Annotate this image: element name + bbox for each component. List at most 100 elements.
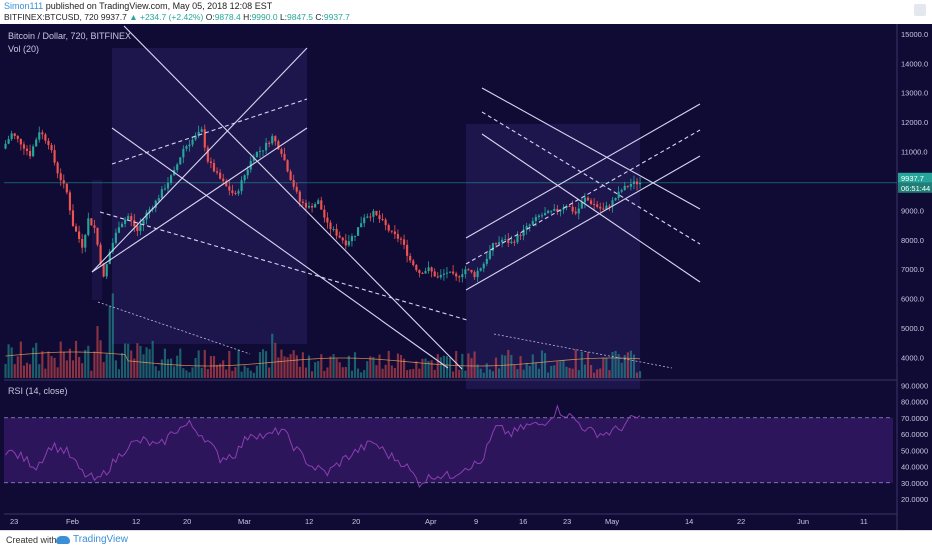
chart-area[interactable]: 15000.014000.013000.012000.011000.010000…: [0, 24, 932, 530]
rsi-tick-label: 70.0000: [901, 414, 928, 423]
tradingview-logo[interactable]: TradingView: [56, 534, 128, 545]
candle-body: [127, 216, 130, 220]
candle-body: [22, 144, 25, 149]
volume-bar: [399, 355, 403, 378]
candle-body: [209, 161, 212, 164]
volume-bar: [78, 356, 81, 378]
candle-body: [311, 205, 314, 208]
channel-down-2-upper: [481, 87, 701, 210]
candle-body: [304, 202, 308, 208]
candle-body: [120, 223, 124, 228]
volume-bar: [197, 350, 200, 378]
price-tick-label: 15000.0: [901, 30, 928, 39]
candle-body: [258, 150, 262, 152]
last-price-text: 9937.7: [100, 12, 127, 22]
candle-body: [240, 180, 243, 192]
band-feb-mar: [112, 48, 307, 344]
last-price-tag: [898, 172, 932, 183]
volume-bar: [384, 364, 387, 378]
candle-body: [271, 136, 274, 144]
volume-bar: [323, 370, 326, 378]
volume-bar: [59, 341, 62, 378]
time-tick-label: Mar: [238, 517, 251, 526]
volume-bar: [602, 357, 605, 378]
candle-body: [461, 274, 464, 278]
candle-body: [599, 206, 602, 209]
candle-body: [366, 216, 369, 218]
candle-body: [467, 269, 470, 271]
candle-body: [580, 202, 583, 209]
candle-body: [142, 219, 145, 225]
chart-svg[interactable]: 15000.014000.013000.012000.011000.010000…: [0, 24, 932, 530]
volume-bar: [179, 348, 182, 378]
volume-bar: [479, 368, 482, 378]
candle-body: [133, 220, 136, 227]
volume-bar: [409, 369, 412, 378]
candle-body: [596, 204, 599, 207]
volume-bar: [439, 357, 442, 378]
volume-bar: [344, 366, 347, 378]
volume-bar: [225, 369, 228, 378]
volume-bar: [516, 369, 519, 378]
volume-bar: [74, 340, 78, 378]
rsi-tick-label: 90.0000: [901, 381, 928, 390]
candle-body: [295, 186, 298, 192]
channel-down-lower: [111, 127, 449, 369]
symbol-text: BITFINEX:BTCUSD, 720: [4, 12, 99, 22]
volume-bar: [169, 358, 173, 378]
candle-body: [166, 182, 170, 189]
volume-bar: [22, 365, 25, 378]
rsi-pane: [4, 404, 893, 488]
volume-bar: [559, 361, 562, 378]
candle-body: [160, 189, 163, 199]
price-tick-label: 6000.0: [901, 295, 924, 304]
volume-bar: [255, 365, 258, 378]
volume-bar: [507, 349, 510, 378]
volume-bar: [418, 368, 421, 378]
volume-bar: [593, 372, 596, 378]
channel-bands: [92, 48, 640, 389]
channel-down-mid: [99, 211, 468, 321]
candle-body: [360, 223, 363, 228]
price-tick-label: 12000.0: [901, 118, 928, 127]
volume-bar: [372, 357, 375, 378]
volume-bar: [28, 364, 32, 378]
volume-bar: [243, 365, 246, 378]
candle-body: [169, 175, 173, 183]
volume-bar: [108, 306, 111, 378]
candle-body: [117, 227, 121, 233]
volume-bar: [632, 354, 636, 378]
time-tick-label: 11: [860, 517, 868, 526]
candle-body: [568, 205, 571, 207]
price-tick-label: 4000.0: [901, 353, 924, 362]
candle-body: [314, 204, 317, 208]
ohlc-line: BITFINEX:BTCUSD, 720 9937.7 ▲ +234.7 (+2…: [4, 12, 350, 22]
volume-bar: [498, 368, 501, 378]
author-link[interactable]: Simon111: [4, 1, 44, 11]
candle-body: [501, 239, 504, 243]
volume-bar: [534, 362, 537, 378]
candle-body: [531, 221, 534, 225]
channel-lines[interactable]: [91, 25, 701, 370]
price-tick-label: 14000.0: [901, 59, 928, 68]
volume-bar: [320, 354, 323, 378]
candle-body: [433, 271, 436, 277]
volume-bar: [271, 333, 274, 378]
time-tick-label: 23: [563, 517, 571, 526]
candle-body: [4, 143, 7, 149]
volume-bar: [62, 351, 65, 378]
volume-bar: [188, 372, 191, 378]
volume-bar: [605, 358, 608, 378]
candle-body: [102, 263, 105, 277]
volume-bar: [304, 367, 308, 378]
volume-bar: [568, 367, 571, 378]
volume-bar: [629, 350, 632, 378]
time-tick-label: 20: [352, 517, 360, 526]
candle-body: [163, 188, 167, 190]
candle-body: [639, 182, 642, 185]
volume-bar: [504, 355, 507, 378]
candle-body: [130, 216, 133, 221]
candle-body: [602, 208, 605, 210]
tradingview-corner-icon[interactable]: [914, 4, 926, 16]
volume-bar: [363, 370, 366, 378]
